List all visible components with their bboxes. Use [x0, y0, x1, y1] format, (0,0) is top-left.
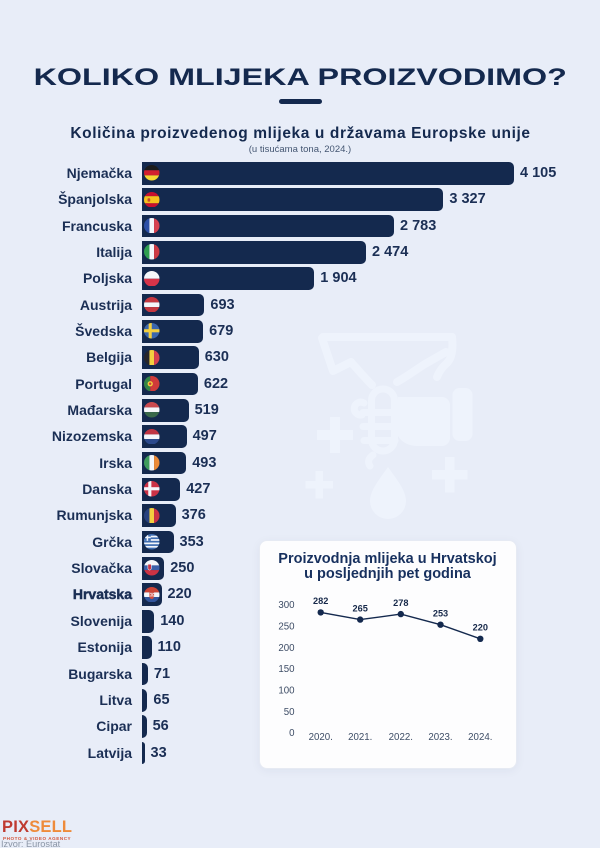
svg-text:2023.: 2023.: [428, 732, 452, 743]
svg-text:50: 50: [284, 707, 295, 718]
svg-text:265: 265: [353, 603, 368, 613]
svg-text:253: 253: [433, 609, 448, 619]
svg-text:2022.: 2022.: [389, 732, 413, 743]
svg-text:282: 282: [313, 596, 328, 606]
svg-text:2024.: 2024.: [468, 732, 492, 743]
svg-text:278: 278: [393, 598, 408, 608]
svg-text:100: 100: [278, 686, 295, 697]
svg-text:2021.: 2021.: [348, 732, 372, 743]
svg-text:220: 220: [473, 623, 488, 633]
svg-text:250: 250: [278, 622, 295, 633]
svg-text:300: 300: [278, 600, 295, 611]
svg-text:2020.: 2020.: [309, 732, 333, 743]
svg-text:150: 150: [278, 664, 295, 675]
svg-text:200: 200: [278, 643, 295, 654]
svg-text:0: 0: [289, 728, 295, 739]
